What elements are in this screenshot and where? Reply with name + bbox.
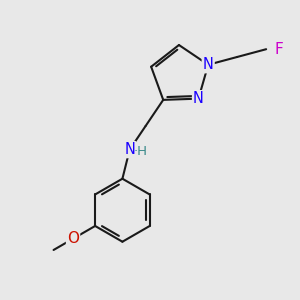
Text: N: N (193, 91, 204, 106)
Text: N: N (124, 142, 135, 157)
Text: F: F (274, 42, 283, 57)
Text: N: N (203, 57, 214, 72)
Text: ·H: ·H (134, 145, 148, 158)
Text: O: O (67, 231, 79, 246)
